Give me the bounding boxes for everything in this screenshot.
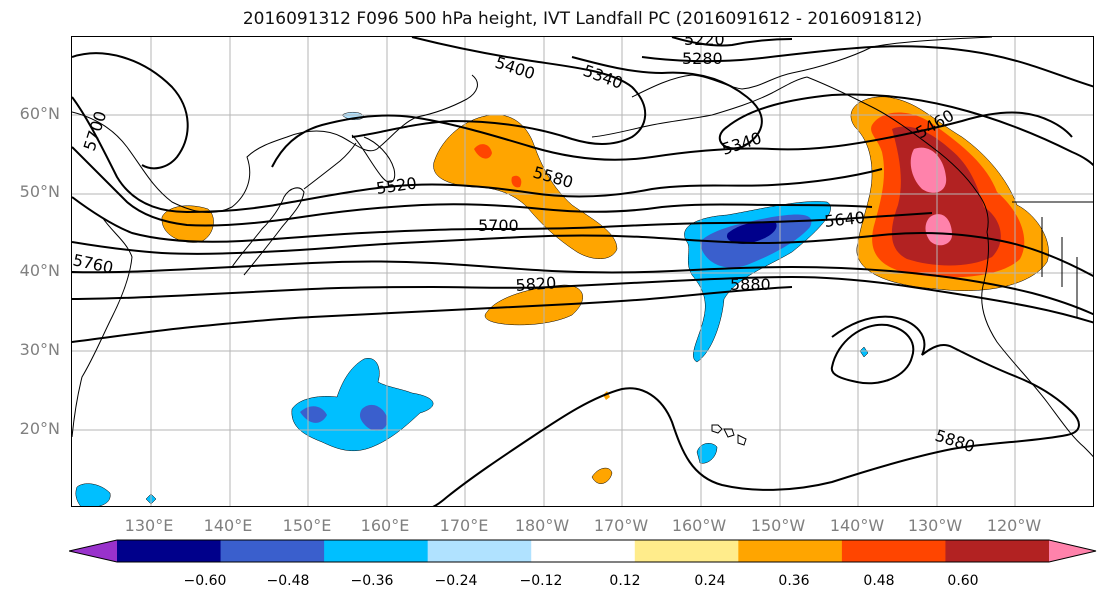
- coast-hawaii: [711, 424, 747, 446]
- lon-label-130e: 130°E: [124, 516, 174, 535]
- lon-label-140e: 140°E: [203, 516, 253, 535]
- coast-kurils: [303, 142, 357, 190]
- colorbar-segment: [117, 540, 222, 562]
- ivt-negative-small-1: [696, 443, 718, 464]
- ivt-positive-hawaii-south: [591, 467, 613, 484]
- contour-label-5280: 5280: [682, 49, 723, 68]
- ivt-negative-west-pacific: [291, 358, 434, 452]
- contour-label-5400: 5400: [493, 53, 538, 84]
- lat-label-40n: 40°N: [19, 261, 60, 280]
- colorbar: [69, 539, 1097, 563]
- contour-label-5820: 5820: [515, 273, 557, 295]
- lat-label-60n: 60°N: [19, 104, 60, 123]
- coast-north-america-west: [981, 231, 1093, 458]
- colorbar-segment: [427, 540, 532, 562]
- contour-label-5880a: 5880: [730, 275, 771, 294]
- map-frame: 5220 5280 5340 5340 5400 5460 5520 5580 …: [71, 36, 1094, 507]
- lon-label-130w: 130°W: [907, 516, 963, 535]
- contour-label-5340a: 5340: [581, 61, 626, 93]
- ivt-positive-central-core2: [511, 175, 522, 188]
- colorbar-segment: [945, 540, 1050, 562]
- contour-5460: [72, 52, 1073, 170]
- lon-label-170w: 170°W: [593, 516, 649, 535]
- colorbar-segment: [220, 540, 325, 562]
- contour-label-5340b: 5340: [719, 128, 764, 159]
- ivt-shading: [75, 96, 1049, 506]
- lat-label-50n: 50°N: [19, 182, 60, 201]
- colorbar-segment: [738, 540, 843, 562]
- contour-5220: [671, 37, 793, 47]
- contour-5880-cell: [432, 315, 1080, 506]
- ivt-negative-small-2: [859, 346, 869, 358]
- contour-label-5220: 5220: [684, 37, 725, 49]
- colorbar-tick-label: −0.48: [266, 573, 310, 589]
- contour-5400: [351, 37, 647, 145]
- coast-alaska-gulf: [806, 76, 989, 233]
- colorbar-tick-label: 0.60: [947, 573, 979, 589]
- colorbar-tick-label: 0.24: [694, 573, 726, 589]
- coast-alaska-north: [631, 37, 993, 98]
- contour-5340: [571, 56, 1093, 167]
- contour-label-5700a: 5700: [478, 216, 519, 235]
- colorbar-extend-min: [69, 540, 117, 562]
- ivt-negative-west-pacific-core2: [359, 404, 388, 431]
- lon-label-160e: 160°E: [360, 516, 410, 535]
- coast-aleutians: [591, 76, 808, 138]
- map-title: 2016091312 F096 500 hPa height, IVT Land…: [242, 9, 923, 29]
- lon-label-170e: 170°E: [439, 516, 489, 535]
- colorbar-extend-max: [1049, 540, 1096, 562]
- contour-5640: [72, 196, 933, 243]
- map-canvas: 5220 5280 5340 5340 5400 5460 5520 5580 …: [72, 37, 1093, 506]
- colorbar-segment: [841, 540, 946, 562]
- lon-label-150e: 150°E: [282, 516, 332, 535]
- colorbar-segment: [324, 540, 429, 562]
- coast-asia: [72, 74, 478, 213]
- colorbar-tick-label: 0.36: [778, 573, 810, 589]
- contour-5280: [641, 45, 1093, 88]
- coastlines: [72, 37, 1093, 458]
- colorbar-tick-label: −0.36: [350, 573, 394, 589]
- colorbar-tick-label: −0.60: [183, 573, 227, 589]
- ivt-negative-west-pacific-core: [300, 406, 327, 423]
- lon-label-180w: 180°W: [514, 516, 570, 535]
- contour-5880-loop: [830, 323, 915, 385]
- contour-5580: [72, 146, 873, 227]
- colorbar-tick-label: −0.24: [434, 573, 478, 589]
- contour-5520: [72, 96, 883, 214]
- ivt-positive-central-core: [474, 144, 492, 159]
- ivt-negative-small-4: [75, 483, 111, 506]
- ivt-positive-ne-pacific-max-south: [925, 214, 952, 246]
- colorbar-segment: [634, 540, 739, 562]
- lon-label-150w: 150°W: [750, 516, 806, 535]
- contour-5880-main: [72, 286, 793, 343]
- coast-korea-china: [72, 216, 133, 438]
- contour-5820: [72, 275, 1093, 324]
- colorbar-tick-label: −0.12: [519, 573, 563, 589]
- ivt-positive-small: [603, 391, 610, 400]
- coast-kamchatka: [351, 134, 396, 183]
- lat-label-30n: 30°N: [19, 340, 60, 359]
- lon-label-140w: 140°W: [829, 516, 885, 535]
- colorbar-tick-label: 0.12: [609, 573, 641, 589]
- lon-label-120w: 120°W: [986, 516, 1042, 535]
- colorbar-tick-label: 0.48: [863, 573, 895, 589]
- lat-label-20n: 20°N: [19, 419, 60, 438]
- height-contours: [72, 37, 1093, 506]
- colorbar-segment: [531, 540, 636, 562]
- coast-japan: [231, 187, 305, 276]
- colorbar-segments: [69, 540, 1096, 562]
- colorbar-outline: [69, 539, 1097, 563]
- contour-5700: [72, 232, 1093, 278]
- contour-label-5640: 5640: [823, 208, 865, 231]
- contour-5760: [72, 260, 1093, 316]
- lon-label-160w: 160°W: [671, 516, 727, 535]
- ivt-negative-gulf-max: [726, 221, 777, 244]
- contour-labels: 5220 5280 5340 5340 5400 5460 5520 5580 …: [72, 37, 977, 456]
